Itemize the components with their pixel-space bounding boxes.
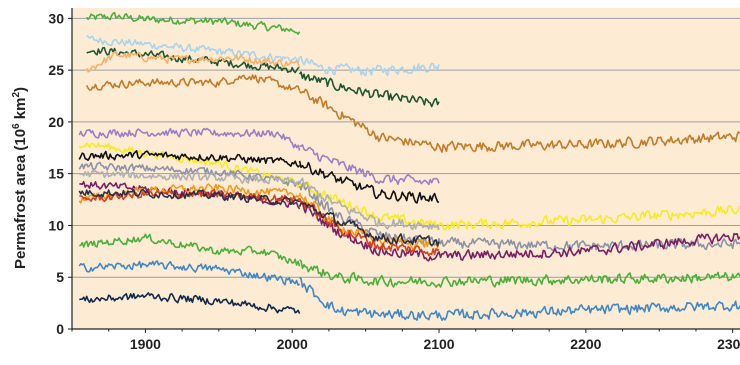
x-tick-label: 1900	[130, 336, 161, 352]
series-1-historical-line	[86, 35, 301, 64]
series-8-future-line	[298, 182, 740, 252]
series-15	[78, 260, 740, 321]
series-14	[79, 233, 740, 288]
series-15-historical-line	[78, 260, 301, 286]
series-4	[85, 74, 740, 153]
series-12-future-line	[298, 197, 440, 257]
series-1-future-line	[299, 55, 440, 77]
y-tick-label: 30	[48, 10, 64, 26]
series-6	[78, 142, 740, 231]
series-6-historical-line	[78, 142, 301, 189]
y-tick-label: 5	[56, 269, 64, 285]
y-tick-label: 15	[48, 166, 64, 182]
series-0-historical-line	[86, 12, 301, 35]
x-tick-label: 2000	[277, 336, 308, 352]
series-9	[78, 169, 440, 231]
y-tick-label: 10	[48, 217, 64, 233]
series-5-future-line	[299, 144, 440, 186]
plot-background	[72, 8, 740, 329]
series-9-future-line	[298, 177, 440, 231]
series-5-historical-line	[78, 127, 301, 151]
y-axis-label-main: Permafrost area (10	[12, 129, 29, 269]
series-15-future-line	[299, 277, 740, 321]
y-tick-label: 0	[56, 321, 64, 337]
series-7	[78, 150, 440, 204]
x-tick-label: 2100	[423, 336, 454, 352]
y-tick-label: 20	[48, 114, 64, 130]
series-3-historical-line	[85, 50, 301, 73]
series-11-historical-line	[78, 183, 301, 204]
data-series	[78, 12, 740, 321]
series-7-future-line	[298, 160, 440, 204]
series-14-future-line	[299, 259, 740, 288]
y-axis-label: Permafrost area (106 km2)	[11, 87, 29, 269]
series-3	[85, 50, 301, 73]
series-7-historical-line	[78, 150, 301, 168]
x-tick-label: 2200	[570, 336, 601, 352]
series-9-historical-line	[78, 169, 301, 186]
y-axis-label-unit: km	[12, 98, 29, 124]
series-4-historical-line	[85, 74, 301, 91]
series-2-future-line	[298, 71, 440, 108]
series-14-historical-line	[79, 233, 301, 267]
y-axis-label-close: )	[12, 87, 29, 92]
y-tick-label: 25	[48, 62, 64, 78]
series-1	[86, 35, 440, 77]
y-axis-label-exponent: 6	[11, 123, 22, 129]
series-16	[79, 292, 301, 314]
series-5	[78, 127, 440, 186]
axes: 0 5 10 15 20 25 30 1900 2000 2100 2200 2300	[48, 8, 740, 352]
series-6-future-line	[298, 181, 740, 231]
x-tick-label: 2300	[717, 336, 740, 352]
series-13-historical-line	[78, 188, 300, 206]
series-13	[78, 188, 440, 247]
series-16-historical-line	[79, 292, 301, 314]
series-10-future-line	[299, 200, 740, 262]
series-4-future-line	[298, 88, 740, 153]
y-axis-label-unit-exponent: 2	[11, 92, 22, 98]
series-0	[86, 12, 301, 35]
series-13-future-line	[298, 202, 440, 247]
